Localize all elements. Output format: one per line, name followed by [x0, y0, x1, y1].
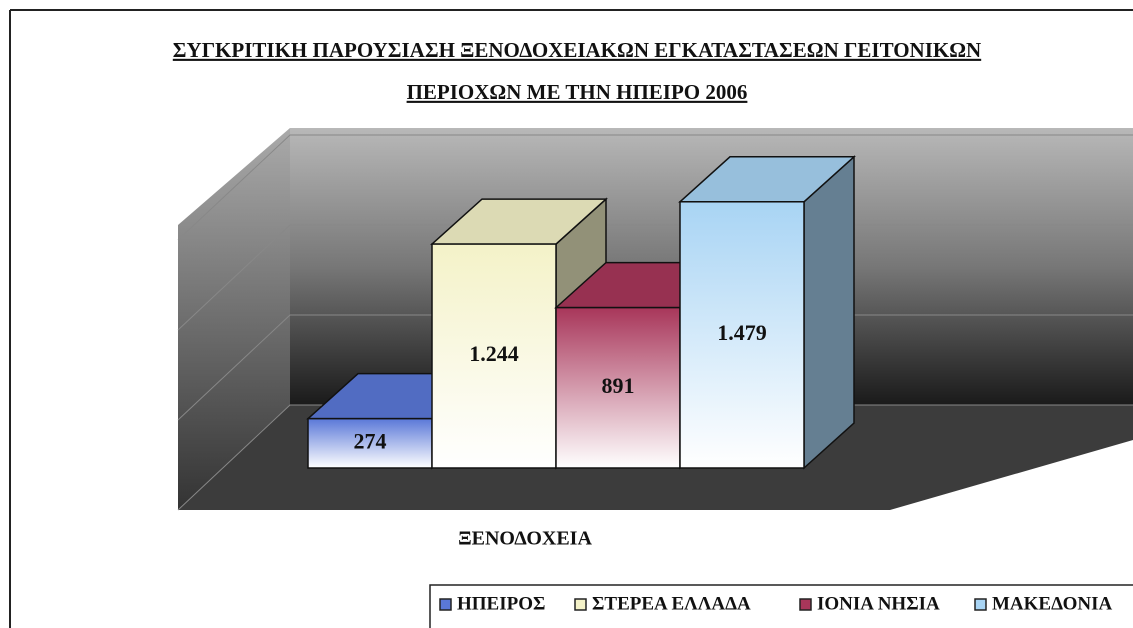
legend-swatch — [439, 598, 452, 611]
grid-line — [177, 134, 1133, 241]
legend — [429, 584, 1133, 628]
bar-front — [679, 201, 805, 469]
legend-label: ΙΟΝΙΑ ΝΗΣΙΑ — [817, 593, 940, 614]
legend-swatch — [974, 598, 987, 611]
bar — [678, 155, 856, 470]
legend-label: ΣΤΕΡΕΑ ΕΛΛΑΔΑ — [592, 593, 751, 614]
value-label: 274 — [354, 428, 387, 453]
side-wall — [178, 128, 290, 510]
category-label: ΞΕΝΟΔΟΧΕΙΑ — [458, 528, 592, 550]
value-label: 1.479 — [717, 320, 767, 345]
legend-label: ΗΠΕΙΡΟΣ — [457, 593, 545, 614]
bar-side — [803, 155, 855, 470]
frame — [9, 9, 1133, 628]
chart-title: ΣΥΓΚΡΙΤΙΚΗ ΠΑΡΟΥΣΙΑΣΗ ΞΕΝΟΔΟΧΕΙΑΚΩΝ ΕΓΚΑ… — [173, 38, 981, 62]
legend-label: ΜΑΚΕΔΟΝΙΑ — [992, 593, 1112, 614]
legend-swatch — [799, 598, 812, 611]
chart-title: ΠΕΡΙΟΧΩΝ ΜΕ ΤΗΝ ΗΠΕΙΡΟ 2006 — [407, 80, 748, 104]
bar-front — [307, 417, 433, 469]
legend-swatch — [574, 598, 587, 611]
bar-front — [555, 306, 681, 469]
value-label: 891 — [602, 373, 635, 398]
value-label: 1.244 — [469, 341, 519, 366]
